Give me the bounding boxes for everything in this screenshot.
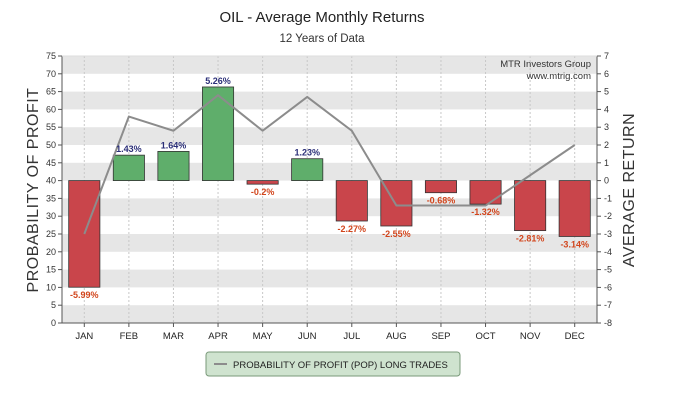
right-axis-title: AVERAGE RETURN xyxy=(621,113,638,267)
data-label-mar: 1.64% xyxy=(161,140,187,150)
category-label-nov: NOV xyxy=(520,331,541,342)
bar-may xyxy=(246,180,279,185)
category-label-jan: JAN xyxy=(75,331,93,342)
right-tick-label: -6 xyxy=(604,282,612,292)
bar-apr xyxy=(202,86,235,181)
category-label-oct: OCT xyxy=(476,331,496,342)
category-label-feb: FEB xyxy=(120,331,138,342)
pop-series-line xyxy=(83,94,576,235)
data-label-dec: -3.14% xyxy=(560,239,589,249)
right-tick-label: 2 xyxy=(604,140,609,150)
category-label-aug: AUG xyxy=(386,331,407,342)
left-axis-ticks: 0 5 10 15 20 25 30 35 40 45 50 55 60 65 70 75 xyxy=(46,51,62,328)
right-tick-label: 0 xyxy=(604,176,609,186)
left-tick-label: 65 xyxy=(46,87,56,97)
right-tick-label: 6 xyxy=(604,69,609,79)
data-label-feb: 1.43% xyxy=(116,144,142,154)
grid-band xyxy=(62,56,597,74)
category-label-may: MAY xyxy=(253,331,274,342)
grid-band xyxy=(62,234,597,252)
right-tick-label: -2 xyxy=(604,211,612,221)
data-label-apr: 5.26% xyxy=(205,76,231,86)
left-axis-title: PROBABILITY OF PROFIT xyxy=(25,88,42,293)
bar-sep xyxy=(424,180,457,194)
grid-bands xyxy=(62,56,597,323)
bar-dec xyxy=(558,180,591,237)
chart-subtitle: 12 Years of Data xyxy=(279,33,365,45)
chart-title: OIL - Average Monthly Returns xyxy=(219,9,424,26)
left-tick-label: 35 xyxy=(46,193,56,203)
bar-nov xyxy=(514,180,547,232)
right-tick-label: 4 xyxy=(604,104,609,114)
data-label-nov: -2.81% xyxy=(516,234,545,244)
category-label-jun: JUN xyxy=(298,331,317,342)
right-tick-label: -7 xyxy=(604,300,612,310)
axes xyxy=(61,55,598,324)
category-labels: JAN FEB MAR APR MAY JUN JUL AUG SEP OCT NOV DEC xyxy=(75,323,585,342)
left-tick-label: 45 xyxy=(46,158,56,168)
pop-line xyxy=(83,94,576,235)
category-label-dec: DEC xyxy=(565,331,585,342)
bar-mar xyxy=(157,151,190,182)
data-label-jan: -5.99% xyxy=(70,290,99,300)
right-tick-label: 5 xyxy=(604,87,609,97)
right-tick-label: -4 xyxy=(604,247,612,257)
data-label-sep: -0.68% xyxy=(427,196,456,206)
grid-band xyxy=(62,162,597,181)
bar-oct xyxy=(469,180,502,205)
bar-jul xyxy=(335,180,368,222)
legend-box xyxy=(205,351,461,377)
category-label-apr: APR xyxy=(208,331,228,342)
right-tick-label: 1 xyxy=(604,158,609,168)
legend: PROBABILITY OF PROFIT (POP) LONG TRADES xyxy=(205,351,461,377)
right-tick-label: 3 xyxy=(604,122,609,132)
grid-band xyxy=(62,269,597,288)
bar-jun xyxy=(291,158,324,181)
left-tick-label: 5 xyxy=(51,300,56,310)
right-tick-label: -3 xyxy=(604,229,612,239)
category-label-jul: JUL xyxy=(343,331,360,342)
data-label-aug: -2.55% xyxy=(382,229,411,239)
right-tick-label: -1 xyxy=(604,193,612,203)
right-tick-label: -8 xyxy=(604,318,612,328)
data-label-jun: 1.23% xyxy=(294,148,320,158)
data-label-jul: -2.27% xyxy=(338,224,367,234)
left-tick-label: 40 xyxy=(46,176,56,186)
credit-line-1: MTR Investors Group xyxy=(500,59,591,70)
grid-band xyxy=(62,305,597,323)
category-label-sep: SEP xyxy=(431,331,450,342)
left-tick-label: 0 xyxy=(51,318,56,328)
left-tick-label: 60 xyxy=(46,104,56,114)
grid-band xyxy=(62,198,597,217)
left-tick-label: 75 xyxy=(46,51,56,61)
left-tick-label: 20 xyxy=(46,247,56,257)
left-tick-label: 55 xyxy=(46,122,56,132)
grid-band xyxy=(62,127,597,145)
left-tick-label: 15 xyxy=(46,265,56,275)
left-tick-label: 10 xyxy=(46,282,56,292)
legend-label: PROBABILITY OF PROFIT (POP) LONG TRADES xyxy=(233,360,448,371)
left-tick-label: 25 xyxy=(46,229,56,239)
right-axis-ticks: -8 -7 -6 -5 -4 -3 -2 -1 0 1 2 3 4 5 6 7 xyxy=(597,51,612,328)
credit-line-2: www.mtrig.com xyxy=(526,71,591,82)
grid-band xyxy=(62,91,597,110)
category-label-mar: MAR xyxy=(163,331,184,342)
data-label-may: -0.2% xyxy=(251,187,275,197)
data-labels: -5.99% 1.43% 1.64% 5.26% -0.2% 1.23% -2.27% -2.… xyxy=(70,76,589,300)
left-tick-label: 50 xyxy=(46,140,56,150)
left-tick-label: 70 xyxy=(46,69,56,79)
left-tick-label: 30 xyxy=(46,211,56,221)
data-label-oct: -1.32% xyxy=(471,207,500,217)
right-tick-label: -5 xyxy=(604,265,612,275)
bar-feb xyxy=(112,154,145,181)
right-tick-label: 7 xyxy=(604,51,609,61)
